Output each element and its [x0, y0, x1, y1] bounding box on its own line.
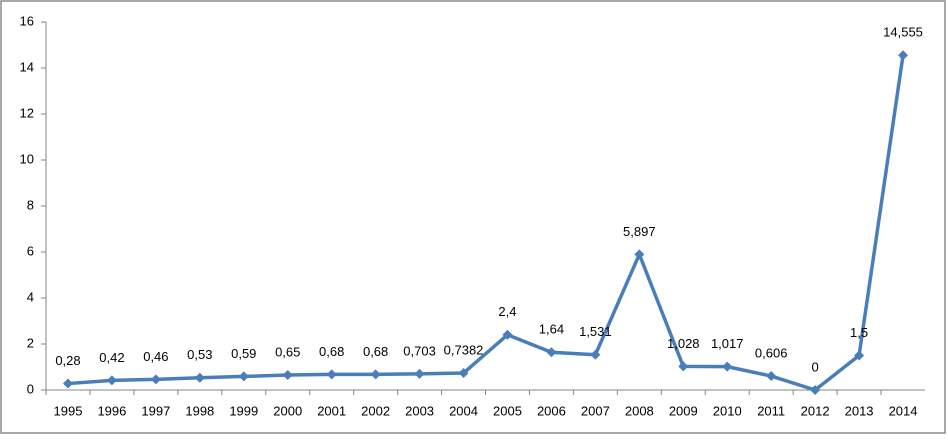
data-label: 2,4 [498, 304, 516, 319]
x-tick-label: 2012 [801, 403, 830, 418]
data-label: 0 [812, 359, 819, 374]
marker [238, 371, 249, 382]
data-label: 0,53 [187, 347, 212, 362]
x-tick-label: 2001 [317, 403, 346, 418]
data-label: 0,65 [275, 344, 300, 359]
x-tick-label: 2000 [273, 403, 302, 418]
marker [854, 350, 865, 361]
x-tick-label: 2008 [625, 403, 654, 418]
marker [150, 374, 161, 385]
x-tick-label: 2011 [757, 403, 785, 418]
data-label: 0,42 [99, 350, 124, 365]
data-label: 0,46 [143, 349, 168, 364]
series-line [67, 54, 905, 392]
data-label: 1,017 [711, 336, 744, 351]
y-tick-label: 4 [27, 289, 34, 304]
y-tick-label: 0 [27, 381, 34, 396]
x-tick-label: 1997 [141, 403, 170, 418]
marker [898, 50, 909, 61]
marker [194, 372, 205, 383]
data-label: 0,68 [363, 344, 388, 359]
y-tick-label: 12 [20, 105, 34, 120]
x-tick-label: 1995 [54, 403, 83, 418]
data-label: 0,68 [319, 344, 344, 359]
x-tick-label: 1996 [97, 403, 126, 418]
data-label: 1,5 [850, 325, 868, 340]
marker [106, 375, 117, 386]
marker [766, 371, 777, 382]
data-label: 0,28 [55, 353, 80, 368]
marker [590, 349, 601, 360]
data-label: 0,59 [231, 346, 256, 361]
data-label: 5,897 [623, 224, 656, 239]
x-tick-label: 2007 [581, 403, 610, 418]
data-label: 1,531 [579, 324, 612, 339]
marker [458, 368, 469, 379]
x-tick-label: 2003 [405, 403, 434, 418]
marker [634, 249, 645, 260]
y-tick-label: 14 [20, 59, 34, 74]
marker [810, 385, 821, 395]
data-label: 0,606 [755, 345, 788, 360]
x-tick-label: 2005 [493, 403, 522, 418]
marker [722, 361, 733, 372]
x-tick-label: 2002 [361, 403, 390, 418]
x-tick-label: 2009 [669, 403, 698, 418]
y-tick-label: 10 [20, 151, 34, 166]
marker [370, 369, 381, 380]
y-tick-label: 16 [20, 13, 34, 28]
marker [546, 347, 557, 358]
x-tick-label: 1998 [185, 403, 214, 418]
x-tick-label: 2013 [845, 403, 874, 418]
x-tick-label: 2006 [537, 403, 566, 418]
data-label: 1,64 [539, 322, 564, 337]
marker [502, 329, 513, 340]
y-tick-label: 8 [27, 197, 34, 212]
x-tick-label: 2014 [889, 403, 918, 418]
x-tick-label: 2004 [449, 403, 478, 418]
x-tick-label: 2010 [713, 403, 742, 418]
marker [678, 361, 689, 372]
data-label: 14,555 [883, 25, 923, 40]
data-label: 1,028 [667, 336, 700, 351]
marker [62, 378, 73, 389]
data-label: 0,703 [403, 343, 436, 358]
y-tick-label: 6 [27, 243, 34, 258]
x-tick-label: 1999 [229, 403, 258, 418]
marker [414, 368, 425, 379]
y-tick-label: 2 [27, 335, 34, 350]
marker [326, 369, 337, 380]
marker [282, 370, 293, 381]
data-label: 0,7382 [444, 342, 484, 357]
